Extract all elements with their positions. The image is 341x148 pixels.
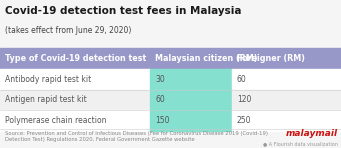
Bar: [232, 69, 341, 90]
Text: 60: 60: [237, 75, 247, 84]
Text: Source: Prevention and Control of Infectious Diseases (Fee for Coronavirus Disea: Source: Prevention and Control of Infect…: [5, 131, 268, 142]
Text: 150: 150: [155, 116, 170, 125]
Bar: [0, 90, 150, 110]
Text: (takes effect from June 29, 2020): (takes effect from June 29, 2020): [5, 26, 132, 35]
Bar: [232, 90, 341, 110]
Bar: [150, 69, 232, 90]
Text: Type of Covid-19 detection test: Type of Covid-19 detection test: [5, 54, 146, 63]
Bar: [232, 110, 341, 131]
Text: 120: 120: [237, 95, 251, 104]
Bar: [0, 69, 150, 90]
Text: Malaysian citizen (RM): Malaysian citizen (RM): [155, 54, 258, 63]
Bar: [0, 110, 150, 131]
Text: 60: 60: [155, 95, 165, 104]
Bar: [150, 110, 232, 131]
Bar: [0, 48, 341, 69]
Text: Covid-19 detection test fees in Malaysia: Covid-19 detection test fees in Malaysia: [5, 6, 242, 16]
Bar: [150, 90, 232, 110]
Text: Foreigner (RM): Foreigner (RM): [237, 54, 305, 63]
Text: ● A Flourish data visualization: ● A Flourish data visualization: [263, 141, 338, 147]
Text: malaymail: malaymail: [285, 129, 338, 138]
Text: Polymerase chain reaction: Polymerase chain reaction: [5, 116, 107, 125]
Text: Antigen rapid test kit: Antigen rapid test kit: [5, 95, 87, 104]
Text: 250: 250: [237, 116, 252, 125]
Text: Antibody rapid test kit: Antibody rapid test kit: [5, 75, 91, 84]
Text: 30: 30: [155, 75, 165, 84]
